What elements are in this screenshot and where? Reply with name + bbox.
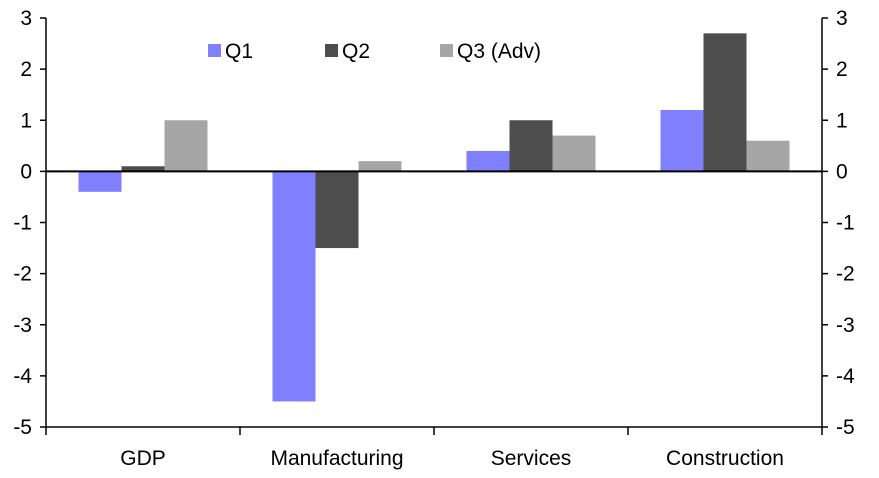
- y-tick-label-left: -2: [13, 263, 32, 286]
- y-tick-label-left: 1: [20, 109, 32, 132]
- y-tick-label-right: -3: [836, 314, 855, 337]
- bar-construction-q2: [703, 33, 747, 172]
- y-tick-label-right: -1: [836, 212, 855, 235]
- y-tick-label-right: 0: [836, 160, 848, 183]
- y-tick-label-left: -5: [13, 416, 32, 439]
- y-tick-label-right: 2: [836, 58, 848, 81]
- bar-gdp-q3-adv-: [164, 120, 208, 172]
- legend-swatch-1: [208, 44, 221, 57]
- y-tick-label-left: 2: [20, 58, 32, 81]
- bar-construction-q1: [660, 110, 704, 172]
- legend: Q1 Q2 Q3 (Adv): [208, 40, 541, 63]
- legend-label-3: Q3 (Adv): [457, 40, 541, 63]
- y-tick-label-left: 0: [20, 160, 32, 183]
- bar-services-q1: [466, 150, 510, 172]
- bar-services-q3-adv-: [552, 135, 596, 172]
- y-tick-label-right: 1: [836, 109, 848, 132]
- bar-services-q2: [509, 120, 553, 172]
- legend-swatch-3: [440, 44, 453, 57]
- y-tick-label-right: -4: [836, 365, 855, 388]
- legend-label-2: Q2: [342, 40, 370, 63]
- bar-gdp-q2: [121, 166, 165, 172]
- legend-label-1: Q1: [225, 40, 253, 63]
- y-tick-label-left: 3: [20, 7, 32, 30]
- y-tick-label-left: -1: [13, 212, 32, 235]
- y-tick-label-right: -2: [836, 263, 855, 286]
- y-tick-label-right: -5: [836, 416, 855, 439]
- bar-construction-q3-adv-: [746, 140, 790, 172]
- x-tick-label: Services: [491, 447, 572, 470]
- x-tick-label: Manufacturing: [270, 447, 403, 470]
- x-tick-label: Construction: [666, 447, 784, 470]
- bar-manufacturing-q1: [272, 171, 316, 402]
- bar-gdp-q1: [78, 171, 122, 192]
- x-tick-label: GDP: [120, 447, 166, 470]
- y-tick-label-right: 3: [836, 7, 848, 30]
- y-tick-label-left: -4: [13, 365, 32, 388]
- bar-manufacturing-q3-adv-: [358, 161, 402, 172]
- legend-swatch-2: [325, 44, 338, 57]
- bar-manufacturing-q2: [315, 171, 359, 249]
- y-tick-label-left: -3: [13, 314, 32, 337]
